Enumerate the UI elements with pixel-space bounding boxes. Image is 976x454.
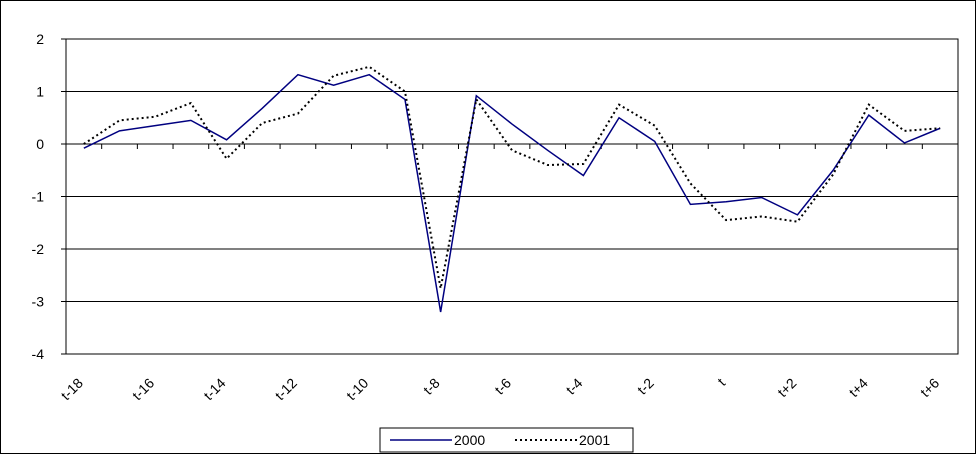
legend-label: 2000 bbox=[454, 432, 485, 448]
y-tick-label: 0 bbox=[36, 136, 44, 152]
y-tick-label: 2 bbox=[36, 31, 44, 47]
y-tick-label: -2 bbox=[32, 241, 45, 257]
y-tick-label: -1 bbox=[32, 189, 45, 205]
y-tick-label: -3 bbox=[32, 294, 45, 310]
series-line bbox=[83, 73, 941, 313]
y-tick-label: -4 bbox=[32, 346, 45, 362]
legend-label: 2001 bbox=[579, 432, 610, 448]
y-tick-label: 1 bbox=[36, 84, 44, 100]
